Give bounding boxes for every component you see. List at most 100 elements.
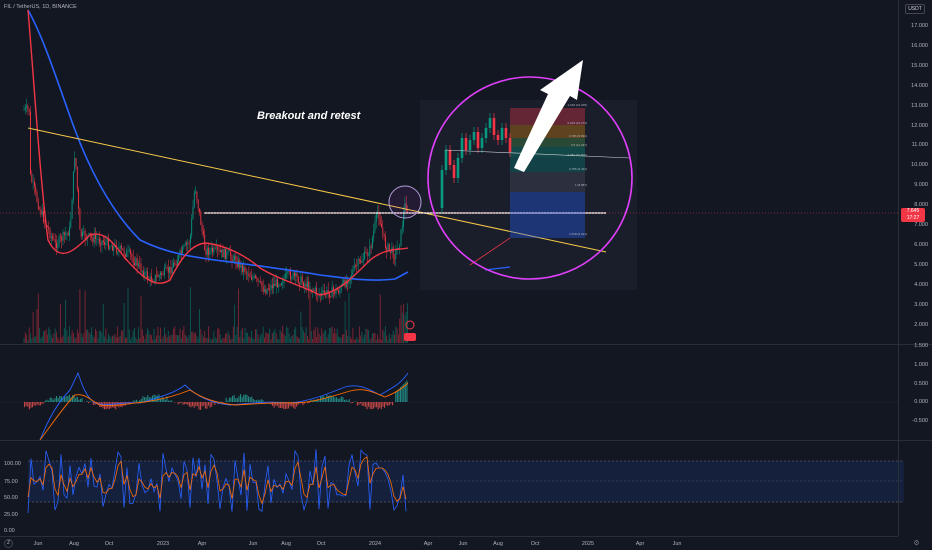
candle-body (397, 247, 399, 249)
candle-body (401, 226, 403, 230)
currency-badge[interactable]: USDT (905, 4, 925, 14)
candle-body (93, 234, 95, 243)
volume-bar (140, 296, 142, 343)
volume-bar (377, 334, 379, 343)
pane-divider-2[interactable] (0, 440, 932, 441)
volume-bar (340, 338, 342, 343)
macd-hist-bar (164, 399, 166, 402)
candle-body (336, 288, 338, 291)
candle-body (56, 242, 57, 249)
volume-bar (40, 337, 42, 343)
volume-bar (352, 328, 354, 343)
candle-body (301, 276, 303, 283)
volume-bar (127, 287, 129, 343)
volume-bar (322, 333, 324, 343)
volume-bar (291, 335, 293, 343)
inset-candlesticks (440, 113, 512, 213)
candle-body (176, 260, 178, 266)
price-pane[interactable]: 1.618 (13.206) 0.618 (10.273) 0.786 (9.891… (0, 0, 898, 344)
price-axis[interactable]: 17.000 16.000 15.000 14.000 13.000 12.000 11.0… (4, 0, 932, 536)
volume-bar (371, 333, 373, 343)
volume-bar (191, 331, 193, 343)
volume-bar (196, 336, 198, 343)
candle-body (162, 274, 164, 276)
symbol-title[interactable]: FIL / TetherUS, 1D, BINANCE (4, 4, 77, 10)
volume-bar (343, 333, 345, 343)
volume-bar (182, 330, 184, 343)
volume-bar (150, 335, 152, 343)
macd-hist-bar (36, 402, 38, 405)
candle-body (35, 186, 37, 192)
candle-body (108, 239, 109, 250)
macd-hist-bar (387, 402, 389, 406)
macd-hist-bar (72, 395, 74, 402)
volume-bar (117, 326, 119, 343)
volume-bar (154, 338, 156, 343)
macd-hist-bar (400, 387, 402, 402)
candle-body (384, 236, 386, 249)
candle-body (95, 234, 96, 239)
pane-divider[interactable] (0, 344, 932, 345)
candle-body (102, 240, 104, 243)
macd-hist-bar (92, 402, 94, 406)
candle-body (348, 280, 350, 284)
volume-bar (225, 333, 226, 343)
candle-body (254, 275, 256, 278)
stoch-rsi-pane[interactable] (0, 441, 904, 536)
candle-body (266, 288, 268, 294)
macd-pane[interactable] (0, 345, 898, 441)
candle-body (292, 272, 294, 279)
macd-hist-bar (395, 391, 397, 402)
volume-bar (28, 327, 30, 343)
volume-bar (56, 331, 57, 343)
candle-body (209, 250, 211, 255)
volume-bar (355, 339, 356, 343)
macd-hist-bar (403, 383, 405, 402)
candle-body (28, 109, 30, 112)
inset-candle-body (464, 138, 468, 150)
candle-body (273, 283, 275, 289)
volume-bar (217, 328, 219, 343)
candle-body (405, 203, 407, 212)
macd-hist-bar (392, 402, 394, 406)
macd-hist-bar (364, 402, 366, 407)
candle-body (49, 229, 51, 238)
macd-hist-bar (307, 402, 309, 404)
price-tick: 7.000 (914, 222, 928, 228)
volume-bar (396, 328, 398, 343)
macd-hist-bar (332, 396, 334, 402)
candle-body (295, 272, 297, 277)
candle-body (113, 245, 115, 251)
candlesticks (23, 98, 408, 304)
macd-hist-bar (243, 394, 245, 402)
volume-bar (223, 337, 225, 343)
macd-hist-bar (296, 402, 298, 407)
macd-hist-bar (233, 395, 235, 402)
volume-bar (306, 335, 308, 343)
tradingview-logo-icon[interactable]: Z (4, 539, 13, 548)
volume-bar (314, 326, 316, 343)
candle-body (183, 245, 185, 247)
candle-body (369, 246, 371, 256)
volume-bar (61, 337, 63, 343)
price-tick: 9.000 (914, 182, 928, 189)
macd-hist-bar (147, 395, 149, 402)
macd-hist-bar (179, 402, 181, 404)
volume-bar (280, 332, 282, 343)
volume-bar (335, 333, 337, 343)
volume-bar (392, 330, 394, 343)
volume-bar (128, 329, 130, 343)
gear-icon[interactable]: ⚙ (913, 540, 920, 547)
time-axis[interactable]: Jun Aug Oct 2023 Apr Jun Aug Oct 2024 Apr Jun Aug Oc… (0, 536, 898, 550)
time-tick: Jun (458, 541, 468, 547)
volume-bar (184, 334, 186, 343)
candle-body (357, 259, 359, 266)
candle-body (370, 246, 372, 248)
candle-body (338, 290, 340, 294)
candle-body (225, 249, 226, 260)
volume-bar (134, 328, 135, 343)
macd-hist-bar (49, 397, 51, 402)
volume-bar (171, 334, 173, 343)
volume-bar (206, 338, 208, 343)
candle-body (362, 259, 364, 262)
